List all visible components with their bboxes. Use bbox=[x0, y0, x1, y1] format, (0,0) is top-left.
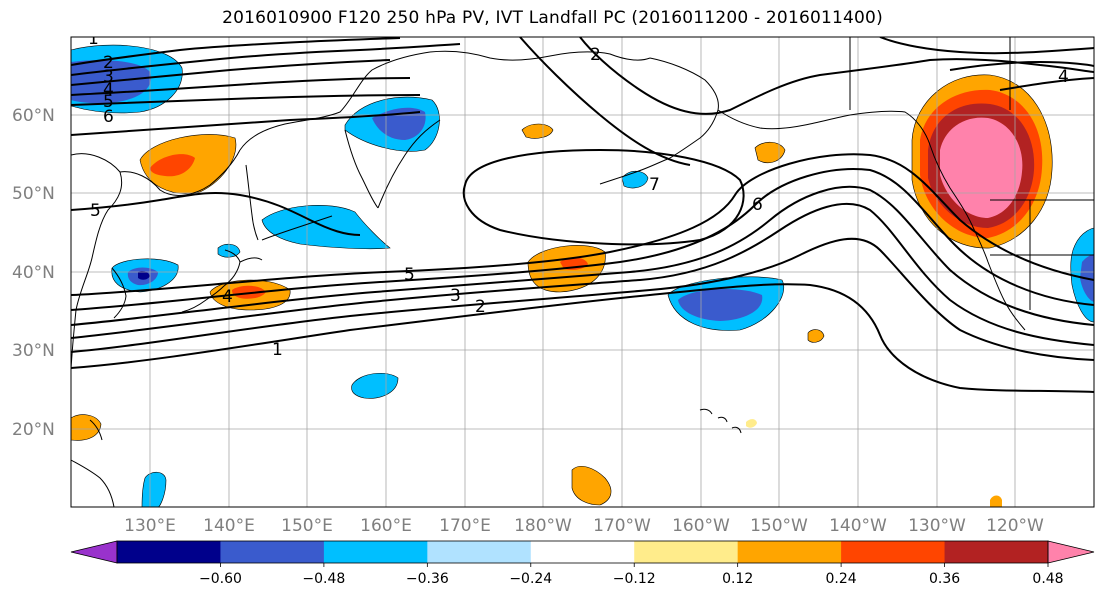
contour-label: 4 bbox=[103, 80, 114, 100]
lon-label: 150°W bbox=[750, 516, 808, 536]
colorbar-segment bbox=[944, 541, 1049, 563]
lon-label: 130°W bbox=[908, 516, 966, 536]
contour-label: 6 bbox=[103, 107, 114, 127]
contour-label: 2 bbox=[590, 45, 601, 65]
colorbar-tick-label: 0.24 bbox=[826, 571, 857, 587]
colorbar-segment bbox=[323, 541, 428, 563]
contour-label: 1 bbox=[88, 29, 99, 49]
colorbar-segment bbox=[841, 541, 946, 563]
colorbar-extend-max bbox=[1047, 540, 1095, 564]
contour-label: 4 bbox=[1058, 67, 1069, 87]
longitude-labels: 130°E 140°E 150°E 160°E 170°E 180°W 170°… bbox=[124, 516, 1044, 536]
contour-label: 3 bbox=[103, 67, 114, 87]
lon-label: 160°W bbox=[672, 516, 730, 536]
colorbar-extend-min bbox=[70, 540, 118, 564]
latitude-labels: 60°N 50°N 40°N 30°N 20°N bbox=[12, 106, 55, 440]
lon-label: 160°E bbox=[360, 516, 412, 536]
contour-label: 7 bbox=[649, 175, 660, 195]
lon-label: 130°E bbox=[124, 516, 176, 536]
colorbar-segment bbox=[427, 541, 532, 563]
lon-label: 120°W bbox=[986, 516, 1044, 536]
colorbar-outline bbox=[116, 540, 1049, 564]
colorbar-segment bbox=[634, 541, 739, 563]
lat-label: 60°N bbox=[12, 106, 55, 126]
colorbar-segment bbox=[737, 541, 842, 563]
colorbar-tick-label: 0.36 bbox=[929, 571, 960, 587]
lat-label: 40°N bbox=[12, 263, 55, 283]
lat-label: 30°N bbox=[12, 341, 55, 361]
contour-label: 5 bbox=[103, 92, 114, 112]
contour-label: 2 bbox=[103, 53, 114, 73]
contour-label: 6 bbox=[752, 195, 763, 215]
map-title: 2016010900 F120 250 hPa PV, IVT Landfall… bbox=[222, 8, 883, 28]
contour-label: 5 bbox=[404, 265, 415, 285]
lat-label: 50°N bbox=[12, 184, 55, 204]
gridlines bbox=[71, 37, 1094, 507]
lon-label: 150°E bbox=[281, 516, 333, 536]
colorbar-tick-label: 0.12 bbox=[722, 571, 753, 587]
contour-lines bbox=[71, 37, 1094, 393]
map-frame bbox=[70, 36, 1095, 508]
lat-label: 20°N bbox=[12, 420, 55, 440]
contour-label: 4 bbox=[222, 287, 233, 307]
lon-label: 180°W bbox=[514, 516, 572, 536]
colorbar-tick-label: −0.36 bbox=[406, 571, 449, 587]
lon-label: 170°E bbox=[439, 516, 491, 536]
contour-label: 1 bbox=[272, 340, 283, 360]
lon-label: 140°W bbox=[829, 516, 887, 536]
colorbar-segment bbox=[220, 541, 325, 563]
colorbar-tick-label: −0.48 bbox=[302, 571, 345, 587]
contour-labels: 1 2 3 4 5 6 2 1 2 3 4 5 5 7 6 4 bbox=[88, 29, 1069, 360]
colorbar-segment bbox=[117, 541, 221, 563]
contour-label: 5 bbox=[90, 201, 101, 221]
coastlines bbox=[71, 37, 1094, 507]
colorbar-tick-label: −0.24 bbox=[509, 571, 552, 587]
colorbar-segment bbox=[530, 541, 635, 563]
contour-label: 2 bbox=[475, 297, 486, 317]
colorbar-tick-label: 0.48 bbox=[1032, 571, 1063, 587]
lon-label: 140°E bbox=[203, 516, 255, 536]
colorbar-tick-label: −0.60 bbox=[199, 571, 242, 587]
colorbar-tick-label: −0.12 bbox=[613, 571, 656, 587]
colorbar: −0.60 −0.48 −0.36 −0.24 −0.12 0.12 0.24 0.36 0.4… bbox=[70, 540, 1095, 587]
lon-label: 170°W bbox=[593, 516, 651, 536]
contour-label: 3 bbox=[450, 286, 461, 306]
